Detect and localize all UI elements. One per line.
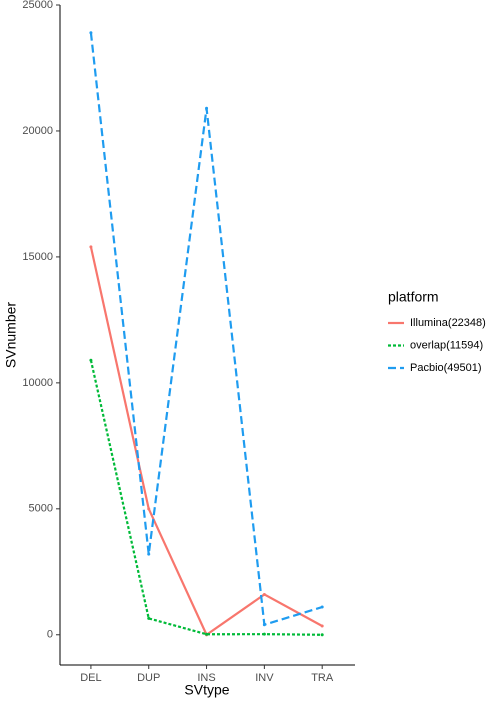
point	[147, 616, 151, 620]
y-tick-label: 10000	[22, 377, 53, 389]
point	[89, 245, 93, 249]
series-line	[89, 359, 323, 636]
legend-label: Pacbio(49501)	[410, 362, 482, 374]
legend-title: platform	[388, 289, 439, 305]
x-tick-label: INV	[255, 672, 274, 684]
x-axis-title: SVtype	[184, 682, 229, 698]
point	[320, 633, 324, 637]
point	[89, 31, 93, 35]
x-tick-label: TRA	[311, 672, 334, 684]
y-tick-label: 25000	[22, 0, 53, 11]
point	[262, 632, 266, 636]
y-tick-label: 20000	[22, 125, 53, 137]
y-axis-title: SVnumber	[3, 302, 19, 368]
y-tick-label: 0	[47, 629, 53, 641]
x-tick-label: DEL	[80, 672, 101, 684]
point	[89, 358, 93, 362]
y-tick-label: 15000	[22, 251, 53, 263]
x-tick-label: DUP	[137, 672, 160, 684]
legend-label: overlap(11594)	[410, 339, 483, 351]
x-tick-label: INS	[197, 672, 215, 684]
y-tick-label: 5000	[29, 503, 53, 515]
point	[147, 507, 151, 511]
point	[320, 624, 324, 628]
series-line	[89, 246, 323, 637]
point	[205, 106, 209, 110]
point	[147, 552, 151, 556]
series-line	[89, 32, 323, 627]
point	[262, 592, 266, 596]
legend-label: Illumina(22348)	[410, 317, 486, 329]
point	[262, 623, 266, 627]
point	[205, 632, 209, 636]
point	[320, 605, 324, 609]
